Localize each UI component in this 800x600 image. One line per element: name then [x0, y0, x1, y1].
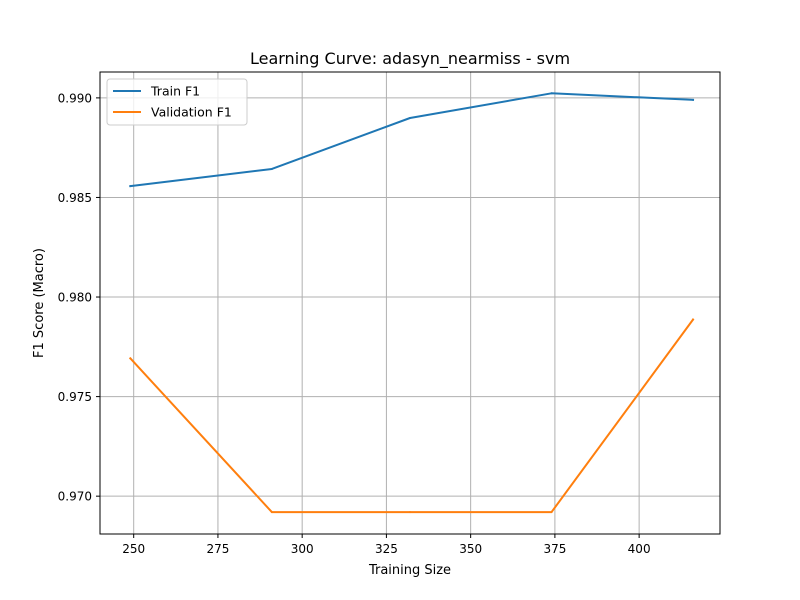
x-axis-label: Training Size	[368, 563, 451, 578]
data-point-train-f1	[692, 98, 695, 101]
legend: Train F1 Validation F1	[106, 78, 248, 126]
y-tick-label: 0.990	[58, 91, 92, 105]
y-tick-label: 0.970	[58, 490, 92, 504]
data-point-train-f1	[409, 117, 411, 120]
x-tick-label: 400	[628, 542, 651, 556]
x-tick-label: 325	[375, 542, 398, 556]
data-point-validation-f1	[692, 318, 695, 321]
x-tick-label: 275	[206, 542, 229, 556]
chart-title: Learning Curve: adasyn_nearmiss - svm	[250, 49, 570, 69]
data-point-train-f1	[270, 167, 273, 170]
legend-label-validation-f1: Validation F1	[151, 105, 232, 120]
y-tick-label: 0.975	[58, 390, 92, 404]
legend-frame	[106, 78, 248, 126]
x-tick-label: 300	[291, 542, 314, 556]
series-layer	[128, 92, 695, 514]
plot-area-background	[100, 72, 720, 534]
y-tick-label: 0.985	[58, 191, 92, 205]
y-tick-label: 0.980	[58, 291, 92, 305]
tick-layer: 250 275 300 325 350 375 400 0.970 0.975 0.980 0.98…	[58, 91, 651, 556]
data-point-validation-f1	[550, 511, 553, 514]
x-tick-label: 250	[122, 542, 145, 556]
plot-area-frame	[99, 71, 721, 535]
legend-label-train-f1: Train F1	[150, 84, 200, 99]
data-point-validation-f1	[129, 357, 132, 360]
data-point-train-f1	[129, 185, 132, 188]
x-tick-label: 350	[459, 542, 482, 556]
grid-layer	[100, 72, 720, 534]
y-axis-label: F1 Score (Macro)	[32, 248, 47, 358]
data-point-validation-f1	[409, 511, 411, 514]
data-point-train-f1	[550, 92, 553, 95]
x-tick-label: 375	[543, 542, 566, 556]
data-point-validation-f1	[270, 511, 273, 514]
